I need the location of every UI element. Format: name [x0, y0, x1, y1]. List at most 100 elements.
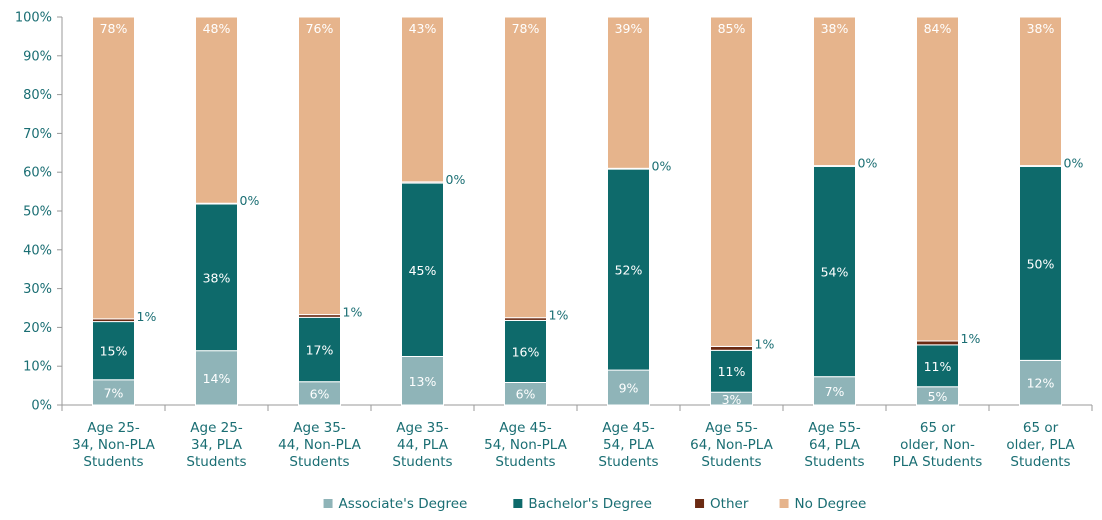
- y-tick-label: 10%: [23, 360, 52, 375]
- x-category-label: older, Non-: [900, 437, 975, 453]
- x-category-label: Age 55-: [705, 420, 758, 436]
- data-label: 16%: [512, 344, 540, 359]
- x-category-label: Age 45-: [499, 420, 552, 436]
- bar-segment-associate-s-degree: [195, 350, 238, 406]
- x-category-label: 65 or: [1023, 420, 1059, 436]
- data-label: 1%: [755, 336, 775, 351]
- bar-segment-bachelor-s-degree: [1019, 165, 1062, 361]
- x-category-label: 34, Non-PLA: [72, 437, 156, 453]
- y-tick-label: 70%: [23, 127, 52, 142]
- bar-segment-no-degree: [1019, 16, 1062, 167]
- data-label: 48%: [203, 21, 231, 36]
- data-label: 0%: [858, 156, 878, 171]
- x-category-label: 44, Non-PLA: [278, 437, 362, 453]
- data-label: 7%: [825, 384, 845, 399]
- y-tick-label: 50%: [23, 205, 52, 220]
- bars-group: [92, 16, 1062, 406]
- data-label: 3%: [722, 392, 742, 407]
- data-label: 0%: [240, 193, 260, 208]
- data-label: 38%: [1027, 21, 1055, 36]
- y-tick-label: 60%: [23, 166, 52, 181]
- data-label: 0%: [652, 158, 672, 173]
- data-label: 85%: [718, 21, 746, 36]
- legend-label: Other: [710, 496, 749, 512]
- x-category-label: 34, PLA: [191, 437, 243, 453]
- y-tick-label: 100%: [15, 11, 52, 26]
- bar-segment-no-degree: [607, 16, 650, 169]
- data-label: 54%: [821, 265, 849, 280]
- legend: Associate's Degree Bachelor's Degree Other…: [323, 496, 867, 512]
- x-category-label: Students: [598, 454, 658, 470]
- bar-segment-associate-s-degree: [813, 376, 856, 406]
- data-label: 7%: [104, 385, 124, 400]
- y-tick-label: 0%: [31, 399, 52, 414]
- bar-segment-no-degree: [195, 16, 238, 204]
- bar-segment-no-degree: [916, 16, 959, 342]
- x-category-label: 54, Non-PLA: [484, 437, 568, 453]
- bar-segment-no-degree: [401, 16, 444, 183]
- bar-segment-no-degree: [710, 16, 753, 347]
- data-label: 6%: [310, 386, 330, 401]
- legend-swatch: [323, 499, 333, 508]
- legend-label: Associate's Degree: [339, 496, 468, 512]
- axes-group: 0% 10% 20% 30% 40% 50% 60% 70% 80% 90% 100% Age 25-…: [15, 11, 1093, 470]
- x-category-label: Age 35-: [396, 420, 449, 436]
- x-category-label: Students: [289, 454, 349, 470]
- x-category-label: Students: [495, 454, 555, 470]
- x-category-label: Age 25-: [87, 420, 140, 436]
- data-label: 78%: [100, 21, 128, 36]
- data-label: 0%: [1064, 156, 1084, 171]
- data-label: 0%: [446, 172, 466, 187]
- bar-segment-no-degree: [504, 16, 547, 319]
- bar-segment-associate-s-degree: [1019, 359, 1062, 406]
- x-category-label: Students: [1010, 454, 1070, 470]
- x-category-label: 44, PLA: [397, 437, 449, 453]
- x-category-label: Students: [186, 454, 246, 470]
- data-label: 1%: [137, 309, 157, 324]
- x-category-label: Students: [804, 454, 864, 470]
- x-category-label: 64, PLA: [809, 437, 861, 453]
- data-label: 12%: [1027, 376, 1055, 391]
- x-category-label: Age 25-: [190, 420, 243, 436]
- legend-label: Bachelor's Degree: [528, 496, 652, 512]
- data-label: 5%: [928, 389, 948, 404]
- data-label: 14%: [203, 371, 231, 386]
- data-label: 78%: [512, 21, 540, 36]
- data-label: 13%: [409, 374, 437, 389]
- legend-swatch: [695, 499, 705, 508]
- data-label: 38%: [203, 270, 231, 285]
- data-label: 1%: [961, 331, 981, 346]
- x-category-label: Students: [392, 454, 452, 470]
- data-label: 9%: [619, 381, 639, 396]
- bar-segment-associate-s-degree: [401, 356, 444, 406]
- data-label: 84%: [924, 21, 952, 36]
- legend-swatch: [513, 499, 523, 508]
- bar-segment-other: [916, 340, 959, 346]
- data-label: 76%: [306, 21, 334, 36]
- y-tick-label: 40%: [23, 243, 52, 258]
- bar-segment-other: [710, 345, 753, 351]
- data-label: 17%: [306, 343, 334, 358]
- data-label: 11%: [718, 364, 746, 379]
- data-label: 11%: [924, 359, 952, 374]
- bar-segment-bachelor-s-degree: [401, 182, 444, 357]
- data-label: 6%: [516, 387, 536, 402]
- data-label: 52%: [615, 263, 643, 278]
- x-category-label: Students: [701, 454, 761, 470]
- legend-label: No Degree: [795, 496, 867, 512]
- data-label: 1%: [343, 305, 363, 320]
- x-category-label: 64, Non-PLA: [690, 437, 774, 453]
- x-category-label: 54, PLA: [603, 437, 655, 453]
- data-label: 50%: [1027, 256, 1055, 271]
- data-label: 39%: [615, 21, 643, 36]
- bar-segment-bachelor-s-degree: [298, 316, 341, 383]
- y-tick-label: 80%: [23, 88, 52, 103]
- x-category-label: older, PLA: [1006, 437, 1075, 453]
- data-label: 43%: [409, 21, 437, 36]
- bar-segment-no-degree: [92, 16, 135, 320]
- bar-segment-no-degree: [813, 16, 856, 167]
- y-tick-label: 90%: [23, 49, 52, 64]
- data-label: 15%: [100, 344, 128, 359]
